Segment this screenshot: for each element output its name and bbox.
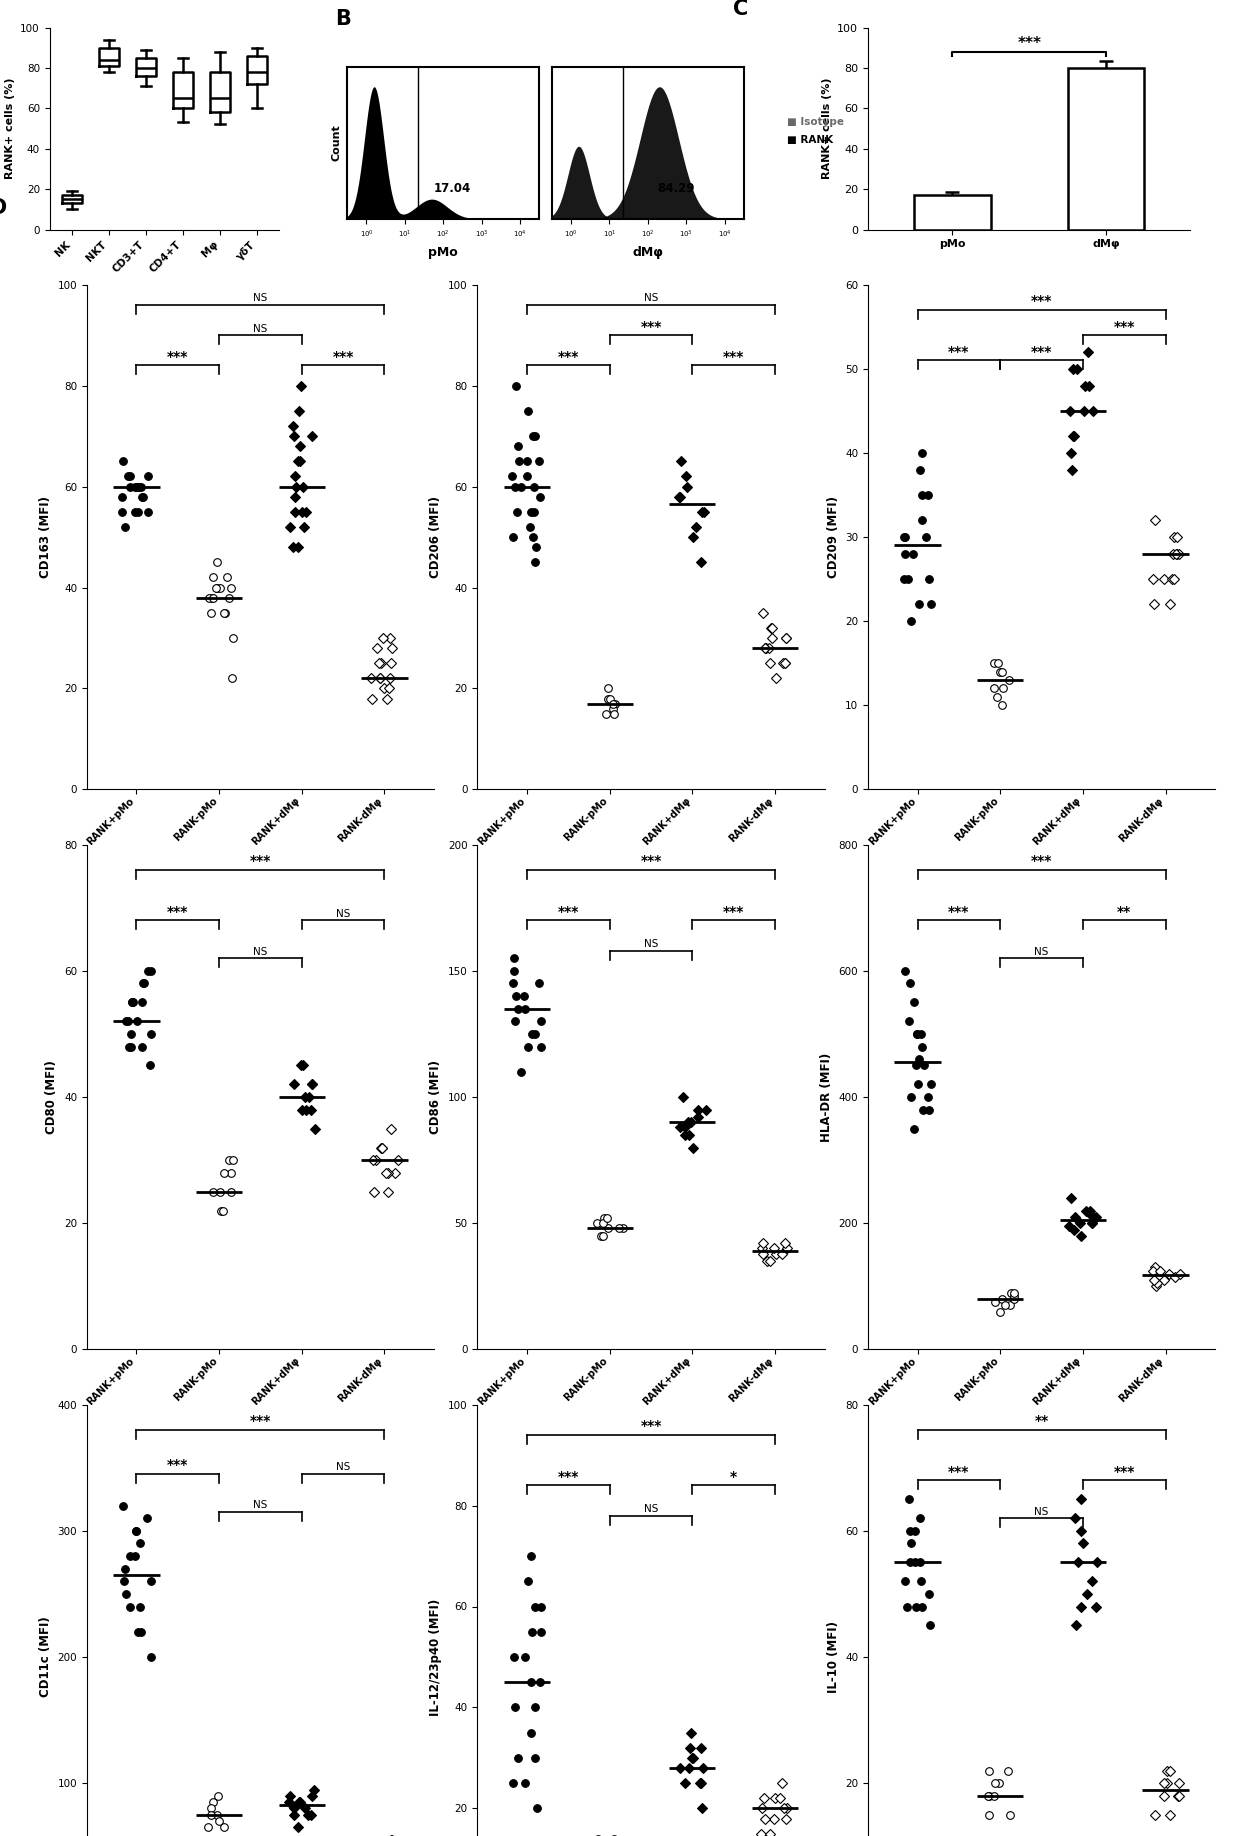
Text: ***: *** [1114,1465,1135,1478]
Text: D: D [0,198,7,218]
Y-axis label: CD206 (MFI): CD206 (MFI) [429,496,443,578]
Text: **: ** [1117,905,1131,918]
Text: ***: *** [640,1419,662,1434]
Y-axis label: RANK+ cells (%): RANK+ cells (%) [5,77,15,180]
Text: NS: NS [253,323,268,334]
Text: 17.04: 17.04 [434,182,471,195]
Text: ***: *** [640,854,662,868]
Text: ***: *** [723,351,744,364]
Text: ***: *** [1030,345,1053,358]
Text: ■ RANK: ■ RANK [787,134,833,145]
Text: ***: *** [167,351,188,364]
Text: NS: NS [1034,947,1049,957]
Text: ***: *** [949,345,970,358]
Text: NS: NS [644,294,658,303]
Text: ***: *** [558,1471,579,1483]
Text: ***: *** [167,1458,188,1472]
Text: *: * [730,1471,738,1483]
Y-axis label: IL-10 (MFI): IL-10 (MFI) [827,1621,839,1693]
Text: NS: NS [253,1500,268,1511]
Text: **: ** [1034,1414,1049,1428]
Text: ***: *** [949,905,970,918]
Text: ***: *** [1030,294,1053,308]
Text: ***: *** [558,351,579,364]
Text: B: B [335,9,351,29]
Bar [914,195,991,230]
Text: ***: *** [640,319,662,334]
Text: ***: *** [1017,35,1042,51]
Y-axis label: Count: Count [331,125,342,162]
Text: ***: *** [558,905,579,918]
Text: NS: NS [644,938,658,949]
Y-axis label: RANK+ cells (%): RANK+ cells (%) [822,77,832,180]
Y-axis label: CD86 (MFI): CD86 (MFI) [429,1059,443,1135]
Y-axis label: IL-12/23p40 (MFI): IL-12/23p40 (MFI) [429,1599,443,1715]
Y-axis label: CD209 (MFI): CD209 (MFI) [827,496,839,578]
Y-axis label: HLA-DR (MFI): HLA-DR (MFI) [820,1052,833,1142]
Text: ***: *** [249,1414,272,1428]
X-axis label: dMφ: dMφ [632,246,663,259]
Y-axis label: CD163 (MFI): CD163 (MFI) [38,496,52,578]
X-axis label: pMo: pMo [429,246,458,259]
Text: ***: *** [1114,319,1135,334]
Y-axis label: CD80 (MFI): CD80 (MFI) [46,1059,58,1135]
Text: ***: *** [332,351,353,364]
Text: NS: NS [644,1504,658,1515]
Text: NS: NS [253,947,268,957]
Text: ***: *** [167,905,188,918]
Text: ***: *** [949,1465,970,1478]
Text: 84.29: 84.29 [657,182,694,195]
Text: NS: NS [253,294,268,303]
Text: NS: NS [336,1463,350,1472]
Text: NS: NS [336,909,350,918]
Bar [1068,68,1145,230]
Text: ■ Isotype: ■ Isotype [787,118,844,127]
Text: C: C [733,0,748,20]
Text: ***: *** [1030,854,1053,868]
Text: ***: *** [249,854,272,868]
Text: NS: NS [1034,1507,1049,1517]
Y-axis label: CD11c (MFI): CD11c (MFI) [38,1618,52,1696]
Text: ***: *** [723,905,744,918]
